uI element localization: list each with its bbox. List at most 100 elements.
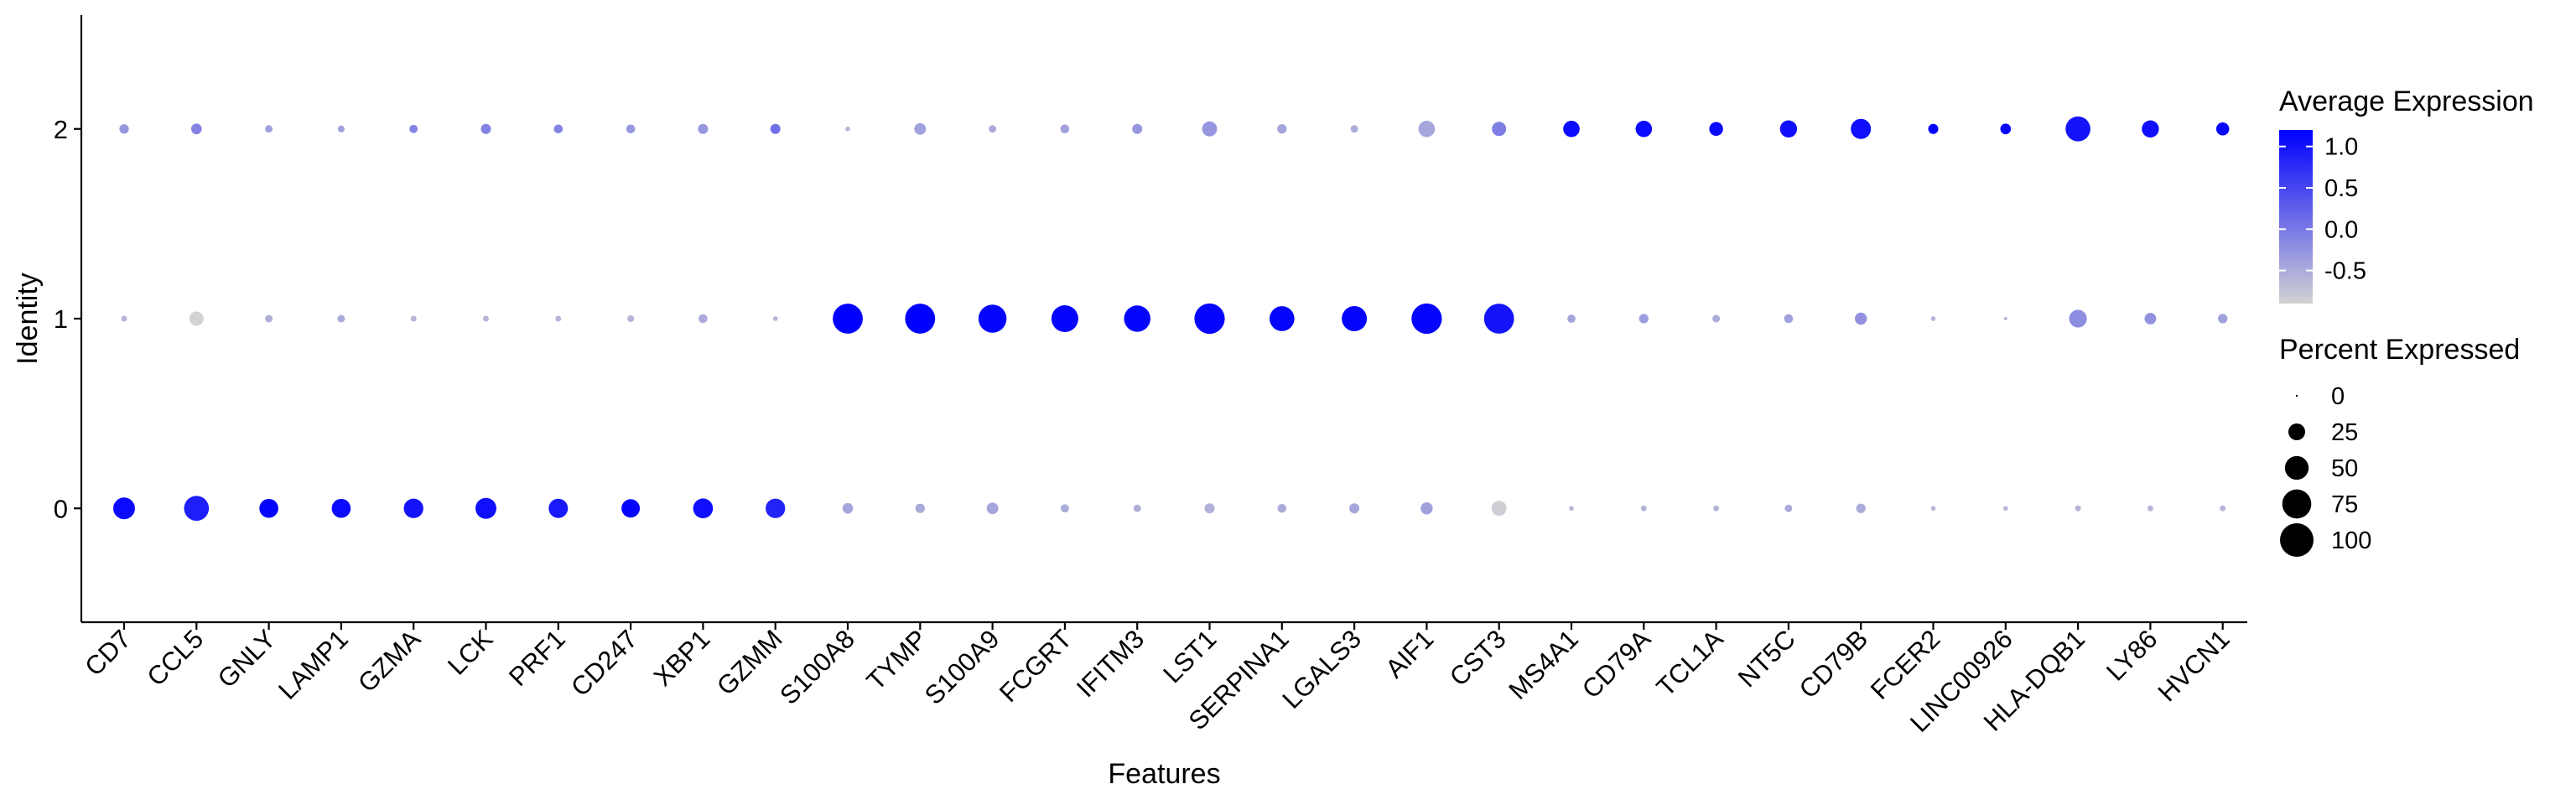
- dot-SERPINA1-0: [1277, 503, 1287, 513]
- x-tick-label: LCK: [442, 624, 499, 681]
- color-legend-label: 1.0: [2324, 134, 2358, 161]
- color-legend-title: Average Expression: [2279, 86, 2534, 117]
- dot-FCGRT-2: [1060, 124, 1070, 134]
- x-tick-label: GZMA: [352, 624, 426, 698]
- dot-LAMP1-2: [337, 125, 345, 132]
- dot-SERPINA1-1: [1269, 306, 1295, 331]
- dot-CST3-2: [1492, 122, 1507, 137]
- dot-LINC00926-1: [2003, 317, 2007, 320]
- dot-CD7-0: [113, 497, 135, 520]
- x-tick-label: AIF1: [1379, 624, 1439, 683]
- x-tick-label: LGALS3: [1276, 624, 1367, 714]
- dot-IFITM3-2: [1132, 123, 1143, 134]
- x-tick-label: IFITM3: [1071, 624, 1150, 703]
- x-tick-label: CD7: [79, 624, 137, 682]
- x-tick-label: S100A8: [774, 624, 860, 710]
- dot-LINC00926-2: [2000, 123, 2012, 135]
- x-tick-label: CD247: [565, 624, 643, 702]
- dot-CST3-0: [1491, 501, 1507, 517]
- color-bar: [2279, 130, 2313, 304]
- x-tick-label: NT5C: [1732, 624, 1801, 693]
- x-tick-label: CST3: [1444, 624, 1512, 692]
- dot-GNLY-2: [265, 125, 273, 133]
- dot-CCL5-2: [190, 123, 202, 135]
- dot-CD79A-0: [1640, 505, 1647, 512]
- dot-HLA-DQB1-2: [2065, 116, 2090, 142]
- dot-LGALS3-0: [1349, 503, 1360, 514]
- x-tick-label: CD79B: [1794, 624, 1873, 704]
- dot-PRF1-1: [555, 315, 562, 322]
- size-legend-dot: [2282, 489, 2312, 519]
- x-tick-label: GNLY: [212, 624, 282, 693]
- dot-CCL5-1: [189, 311, 204, 326]
- size-legend-label: 100: [2331, 527, 2371, 554]
- dot-CD247-2: [626, 124, 636, 134]
- dot-LST1-2: [1202, 121, 1218, 137]
- x-axis-title: Features: [1108, 758, 1220, 790]
- dot-IFITM3-0: [1133, 504, 1141, 512]
- dot-S100A9-2: [989, 125, 997, 133]
- dot-TCL1A-2: [1709, 122, 1723, 136]
- y-tick-label: 2: [54, 115, 68, 144]
- dot-LGALS3-2: [1350, 125, 1358, 133]
- dot-GZMA-1: [410, 315, 417, 322]
- size-legend-dot: [2280, 523, 2314, 557]
- size-legend-dot: [2284, 455, 2309, 480]
- size-legend-label: 75: [2331, 491, 2358, 518]
- dot-LAMP1-1: [337, 314, 345, 323]
- dot-GZMM-0: [766, 498, 786, 518]
- x-tick-label: HVCN1: [2153, 624, 2236, 707]
- dot-TYMP-2: [914, 122, 927, 135]
- dot-XBP1-2: [698, 123, 709, 134]
- x-tick-label: LY86: [2101, 624, 2163, 686]
- dot-LY86-1: [2144, 313, 2157, 325]
- x-tick-label: XBP1: [648, 624, 716, 692]
- dot-HLA-DQB1-1: [2069, 309, 2087, 328]
- dot-TYMP-0: [915, 503, 925, 513]
- dot-TCL1A-0: [1713, 505, 1720, 512]
- dot-MS4A1-1: [1567, 314, 1576, 323]
- dot-FCGRT-1: [1051, 305, 1078, 332]
- dot-XBP1-0: [693, 498, 714, 519]
- dot-LINC00926-0: [2002, 506, 2008, 512]
- dot-CD79B-2: [1851, 118, 1872, 139]
- x-tick-label: TYMP: [861, 624, 933, 696]
- legend: Average Expression 1.0 0.5 0.0 -0.5 Percent E…: [2279, 86, 2534, 557]
- dot-TCL1A-1: [1712, 314, 1721, 323]
- dot-LY86-2: [2142, 120, 2159, 138]
- dot-LCK-1: [483, 315, 489, 322]
- dot-NT5C-2: [1779, 120, 1798, 138]
- y-tick-label: 0: [54, 494, 68, 523]
- x-tick-label: MS4A1: [1503, 624, 1584, 705]
- dot-PRF1-2: [553, 124, 564, 134]
- dot-LY86-0: [2147, 505, 2153, 512]
- dot-PRF1-0: [548, 498, 569, 518]
- dot-SERPINA1-2: [1277, 124, 1287, 134]
- color-legend-label: -0.5: [2324, 258, 2366, 285]
- dot-GZMA-2: [409, 124, 418, 133]
- dot-S100A9-1: [978, 304, 1007, 333]
- dot-LGALS3-1: [1342, 306, 1368, 331]
- y-axis-title: Identity: [12, 273, 44, 365]
- x-tick-label: FCGRT: [994, 624, 1078, 708]
- dot-LST1-1: [1194, 303, 1225, 335]
- dot-GZMM-1: [772, 316, 778, 321]
- dot-GNLY-1: [265, 314, 273, 323]
- dot-S100A8-0: [842, 502, 854, 514]
- dot-CD7-1: [121, 315, 127, 322]
- x-tick-label: CD79A: [1576, 624, 1657, 704]
- x-tick-label: LAMP1: [273, 624, 354, 705]
- dot-CD79B-1: [1854, 312, 1867, 325]
- dot-HVCN1-2: [2215, 122, 2230, 136]
- color-legend-label: 0.5: [2324, 175, 2358, 202]
- dot-CD247-1: [627, 315, 635, 322]
- dot-NT5C-1: [1784, 314, 1794, 324]
- dot-XBP1-1: [699, 314, 708, 324]
- dot-FCER2-1: [1930, 316, 1936, 321]
- dot-AIF1-2: [1418, 120, 1436, 138]
- dot-GNLY-0: [259, 498, 278, 518]
- dot-S100A8-1: [833, 304, 863, 334]
- dot-LAMP1-0: [331, 498, 351, 518]
- dot-HVCN1-0: [2220, 505, 2226, 512]
